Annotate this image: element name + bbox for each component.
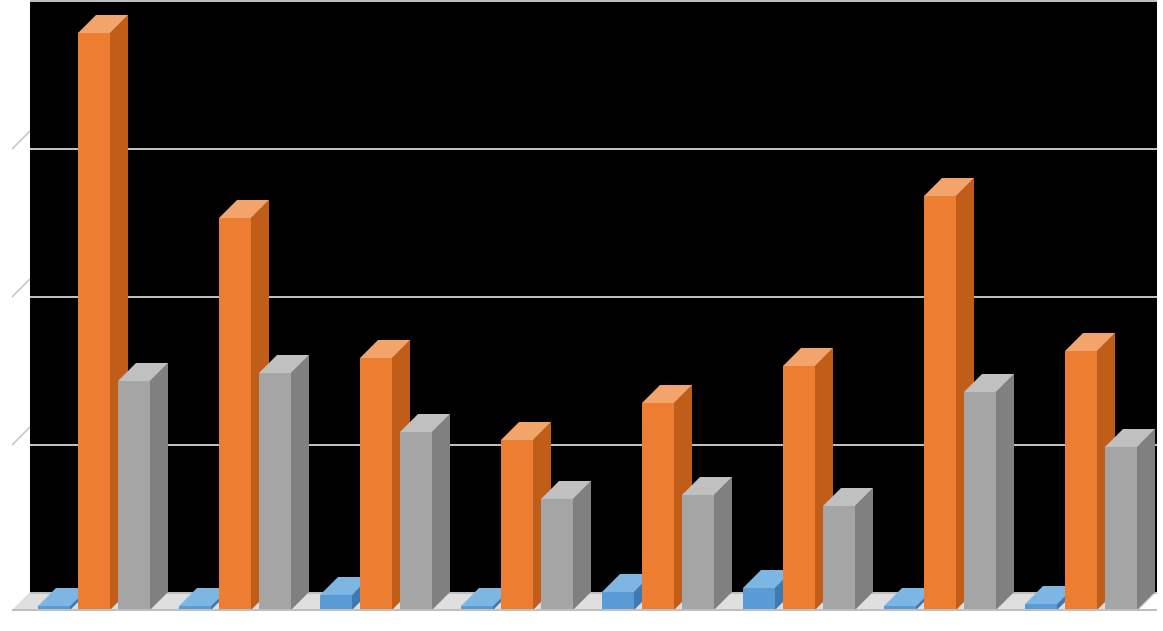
bar-series-3-c1 — [118, 381, 150, 610]
bar-series-1-c5 — [602, 592, 634, 610]
bar-series-3-c4 — [541, 499, 573, 610]
bar-series-1-c3 — [320, 595, 352, 610]
bar-series-2-c7 — [924, 196, 956, 610]
gridline-diag — [12, 426, 30, 464]
bar-series-3-c8 — [1105, 447, 1137, 610]
baseline — [12, 609, 1157, 611]
bar-series-2-c4 — [501, 440, 533, 610]
gridline-diag — [12, 130, 30, 168]
gridline — [30, 148, 1157, 150]
bar-series-2-c5 — [642, 403, 674, 610]
chart-stage — [0, 0, 1163, 631]
bar-series-3-c6 — [823, 506, 855, 610]
gridline — [30, 296, 1157, 298]
bar-series-1-c6 — [743, 588, 775, 610]
bar-series-2-c3 — [360, 358, 392, 610]
gridline-diag — [12, 278, 30, 316]
bar-series-3-c2 — [259, 373, 291, 610]
bar-series-3-c7 — [964, 392, 996, 610]
bar-series-3-c3 — [400, 432, 432, 610]
bar-series-2-c1 — [78, 33, 110, 610]
bar-series-2-c6 — [783, 366, 815, 610]
plot-area — [12, 0, 1157, 610]
bar-series-2-c2 — [219, 218, 251, 610]
gridline — [30, 0, 1157, 2]
bar-series-3-c5 — [682, 495, 714, 610]
bar-series-2-c8 — [1065, 351, 1097, 610]
